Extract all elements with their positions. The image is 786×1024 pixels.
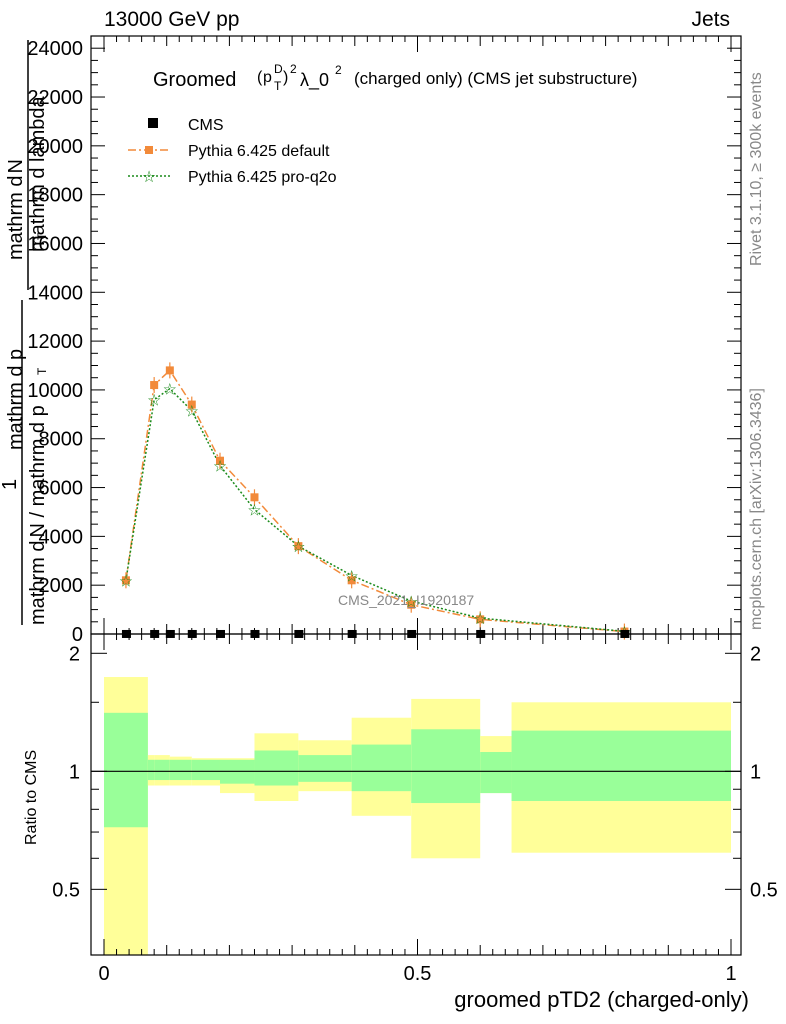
header-process-label: Jets (691, 8, 730, 31)
ylabel-T-sub: T (35, 232, 49, 240)
legend: CMS Pythia 6.425 default ☆ Pythia 6.425 … (128, 117, 337, 186)
main-ytick-label-1: 2000 (39, 575, 84, 597)
x-tick-label-1: 0.5 (404, 963, 432, 985)
legend-marker-cms (148, 118, 158, 128)
main-y-axis-label: mathrm dN mathrm d p mathrm d lambda T 1… (0, 40, 49, 625)
point-proq2o-9: ☆ (473, 609, 487, 628)
point-default-1 (150, 381, 159, 390)
plot-title-tail: (charged only) (CMS jet substructure) (354, 69, 637, 88)
ratio-ytick-label-right-1: 1 (750, 761, 761, 783)
header-collision-label: 13000 GeV pp (104, 8, 240, 31)
main-ytick-label-11: 22000 (27, 87, 83, 109)
point-proq2o-4: ☆ (213, 457, 227, 476)
main-ytick-label-3: 6000 (39, 478, 84, 500)
ratio-frame (90, 633, 742, 956)
plot-title-lambda: λ_0 (300, 70, 329, 91)
ylabel-one: 1 (0, 479, 21, 490)
ratio-inner-band-4 (191, 759, 220, 781)
point-default-5 (250, 493, 259, 502)
ratio-inner-band-0 (104, 712, 148, 828)
main-ytick-label-5: 10000 (27, 380, 83, 402)
point-default-0 (121, 576, 130, 585)
x-tick-label-2: 1 (725, 963, 736, 985)
point-default-9 (476, 615, 485, 624)
main-ytick-label-4: 8000 (39, 429, 84, 451)
plot-title-D-superscript: D (274, 62, 283, 76)
plot-title-p: ( (257, 69, 263, 86)
plot-title: Groomed (153, 69, 236, 91)
plot-title-exp: 2 (290, 62, 297, 76)
ylabel-norm-T-sub: T (35, 367, 49, 375)
point-default-2 (165, 366, 174, 375)
ratio-inner-band-9 (411, 729, 481, 804)
analysis-watermark: CMS_2021_I1920187 (338, 592, 474, 608)
ylabel-lambda: mathrm d lambda (27, 96, 49, 252)
ratio-inner-band-1 (147, 759, 155, 781)
point-default-4 (215, 456, 224, 465)
ratio-ytick-label-right-0: 0.5 (750, 879, 778, 901)
legend-label-cms: CMS (188, 117, 224, 134)
main-ytick-label-8: 16000 (27, 233, 83, 255)
ratio-ytick-label-left-0: 0.5 (52, 879, 80, 901)
point-default-7 (347, 576, 356, 585)
main-ytick-label-2: 4000 (39, 526, 84, 548)
main-ytick-label-7: 14000 (27, 282, 83, 304)
ratio-y-axis-label: Ratio to CMS (23, 750, 40, 845)
ratio-ytick-label-right-2: 2 (750, 643, 761, 665)
ratio-inner-band-10 (480, 752, 512, 794)
ratio-inner-band-8 (351, 744, 412, 792)
legend-label-proq2o: Pythia 6.425 pro-q2o (188, 169, 337, 186)
point-proq2o-1: ☆ (147, 391, 161, 410)
ratio-panel: 0 0.5 1 0.5 0.5 1 1 2 2 (52, 633, 778, 985)
point-proq2o-7: ☆ (344, 566, 358, 585)
legend-marker-proq2o: ☆ (142, 167, 156, 186)
point-proq2o-0: ☆ (119, 571, 133, 590)
ratio-inner-band-3 (169, 759, 192, 781)
series-line-pythia-proq2o (125, 387, 625, 633)
ratio-inner-band-11 (511, 730, 731, 802)
main-ytick-label-12: 24000 (27, 38, 83, 60)
point-default-3 (187, 400, 196, 409)
plot-title-close: ) (283, 69, 288, 86)
ylabel-numerator: mathrm dN (5, 159, 27, 260)
ratio-ytick-label-left-1: 1 (69, 761, 80, 783)
point-proq2o-6: ☆ (291, 537, 305, 556)
ratio-inner-band-2 (154, 759, 170, 781)
ylabel-denominator: mathrm d p (5, 349, 27, 450)
ratio-inner-band-6 (254, 750, 299, 786)
x-axis-label: groomed pTD2 (charged-only) (454, 987, 749, 1012)
point-proq2o-2: ☆ (163, 380, 177, 399)
main-ytick-label-10: 20000 (27, 136, 83, 158)
main-ytick-label-9: 18000 (27, 185, 83, 207)
plot-title-T-subscript: T (274, 79, 282, 93)
ratio-ytick-label-left-2: 2 (69, 643, 80, 665)
x-tick-label-0: 0 (98, 963, 109, 985)
main-ytick-label-0: 0 (72, 624, 83, 646)
plot-title-lambda-exp: 2 (335, 63, 342, 77)
point-proq2o-5: ☆ (247, 501, 261, 520)
plot-title-p-symbol: p (263, 69, 272, 86)
main-ytick-label-6: 12000 (27, 331, 83, 353)
point-proq2o-8: ☆ (404, 592, 418, 611)
legend-marker-default (145, 146, 153, 154)
ratio-inner-band-7 (298, 755, 352, 782)
ylabel-norm: mathrm dN / mathrm d p (27, 405, 49, 625)
point-default-6 (294, 542, 303, 551)
main-panel: 0 2000 4000 6000 8000 10000 12000 14000 16000 180… (27, 35, 742, 646)
point-proq2o-3: ☆ (185, 402, 199, 421)
point-default-8 (407, 600, 416, 609)
legend-label-default: Pythia 6.425 default (188, 143, 330, 160)
